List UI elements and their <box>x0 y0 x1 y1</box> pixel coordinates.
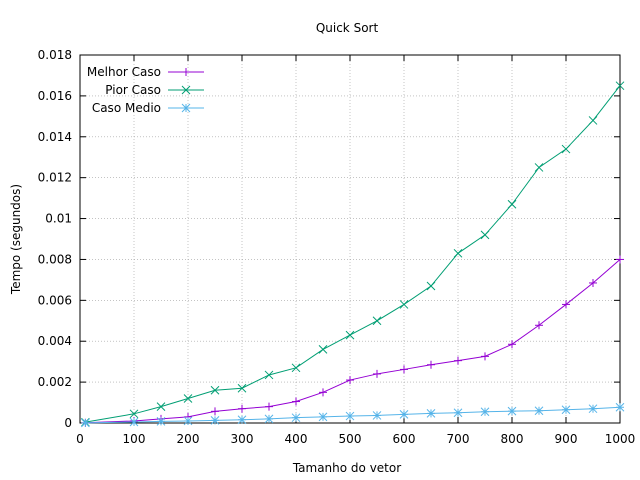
ticks: 0 100 200 300 400 500 600 700 800 900 1000 0 0.002 0.… <box>38 48 636 446</box>
legend-marker-pior-caso <box>181 85 191 95</box>
x-tick-label: 800 <box>501 432 524 446</box>
series-line-pior-caso <box>85 85 621 423</box>
point-caso-medio <box>291 413 301 423</box>
legend: Melhor Caso Pior Caso Caso Medio <box>87 65 204 115</box>
y-tick-label: 0.008 <box>38 252 72 266</box>
point-pior-caso <box>237 383 247 393</box>
point-pior-caso <box>534 163 544 172</box>
y-tick-label: 0.016 <box>38 89 72 103</box>
point-pior-caso <box>210 385 220 395</box>
point-caso-medio <box>534 406 544 416</box>
point-melhor-caso <box>292 397 300 406</box>
point-pior-caso <box>399 300 409 309</box>
point-pior-caso <box>480 230 490 240</box>
x-tick-label: 100 <box>123 432 146 446</box>
point-melhor-caso <box>265 402 273 411</box>
point-pior-caso <box>291 363 301 373</box>
point-caso-medio <box>345 411 355 421</box>
point-caso-medio <box>156 417 166 426</box>
point-melhor-caso <box>481 352 489 361</box>
legend-label-pior-caso: Pior Caso <box>105 83 161 97</box>
y-axis-title: Tempo (segundos) <box>9 184 23 295</box>
y-tick-label: 0.004 <box>38 334 72 348</box>
point-pior-caso <box>588 116 598 125</box>
point-caso-medio <box>318 412 328 422</box>
y-tick-label: 0.01 <box>45 212 72 226</box>
x-tick-label: 1000 <box>605 432 636 446</box>
point-caso-medio <box>210 415 220 425</box>
point-melhor-caso <box>535 321 543 330</box>
point-caso-medio <box>453 408 463 418</box>
point-caso-medio <box>561 405 571 415</box>
point-melhor-caso <box>373 369 381 378</box>
point-pior-caso <box>264 370 274 380</box>
legend-marker-melhor-caso <box>182 68 190 76</box>
x-tick-label: 700 <box>447 432 470 446</box>
point-melhor-caso <box>427 360 435 369</box>
series-line-caso-medio <box>85 406 621 424</box>
point-caso-medio <box>399 410 409 419</box>
y-tick-label: 0.002 <box>38 375 72 389</box>
x-tick-label: 900 <box>555 432 578 446</box>
point-pior-caso <box>507 199 517 209</box>
point-caso-medio <box>615 402 625 412</box>
x-tick-label: 200 <box>177 432 200 446</box>
series-caso-medio <box>81 402 625 428</box>
legend-label-melhor-caso: Melhor Caso <box>87 65 161 79</box>
point-pior-caso <box>183 394 193 403</box>
point-melhor-caso <box>589 278 597 287</box>
point-caso-medio <box>237 415 247 425</box>
point-pior-caso <box>561 144 571 154</box>
point-pior-caso <box>453 248 463 258</box>
point-pior-caso <box>372 316 382 326</box>
x-tick-label: 600 <box>393 432 416 446</box>
point-caso-medio <box>372 411 382 420</box>
series-layer <box>81 81 625 428</box>
chart-title: Quick Sort <box>316 21 379 35</box>
x-tick-label: 0 <box>76 432 84 446</box>
point-melhor-caso <box>508 340 516 349</box>
point-pior-caso <box>129 409 139 419</box>
point-melhor-caso <box>616 255 624 264</box>
series-line-melhor-caso <box>85 259 621 424</box>
point-caso-medio <box>129 417 139 427</box>
point-caso-medio <box>426 409 436 418</box>
point-pior-caso <box>345 330 355 340</box>
point-melhor-caso <box>454 356 462 365</box>
point-melhor-caso <box>346 376 354 385</box>
x-tick-label: 300 <box>231 432 254 446</box>
series-pior-caso <box>81 81 625 427</box>
point-melhor-caso <box>238 404 246 413</box>
point-pior-caso <box>615 81 625 91</box>
point-caso-medio <box>507 406 517 416</box>
point-caso-medio <box>183 416 193 426</box>
point-pior-caso <box>156 402 166 411</box>
point-caso-medio <box>480 407 490 417</box>
point-melhor-caso <box>211 407 219 416</box>
point-melhor-caso <box>400 365 408 374</box>
point-caso-medio <box>81 418 90 428</box>
y-tick-label: 0.012 <box>38 171 72 185</box>
point-caso-medio <box>264 414 274 424</box>
point-pior-caso <box>426 281 436 291</box>
legend-label-caso-medio: Caso Medio <box>92 101 161 115</box>
point-caso-medio <box>588 404 598 414</box>
x-tick-label: 500 <box>339 432 362 446</box>
y-tick-label: 0.014 <box>38 130 72 144</box>
y-tick-label: 0 <box>64 416 72 430</box>
point-melhor-caso <box>562 300 570 309</box>
x-tick-label: 400 <box>285 432 308 446</box>
x-axis-title: Tamanho do vetor <box>292 461 401 475</box>
point-pior-caso <box>318 345 328 354</box>
y-tick-label: 0.018 <box>38 48 72 62</box>
point-melhor-caso <box>319 388 327 397</box>
y-tick-label: 0.006 <box>38 293 72 307</box>
legend-marker-caso-medio <box>181 103 191 113</box>
grid <box>80 55 620 423</box>
